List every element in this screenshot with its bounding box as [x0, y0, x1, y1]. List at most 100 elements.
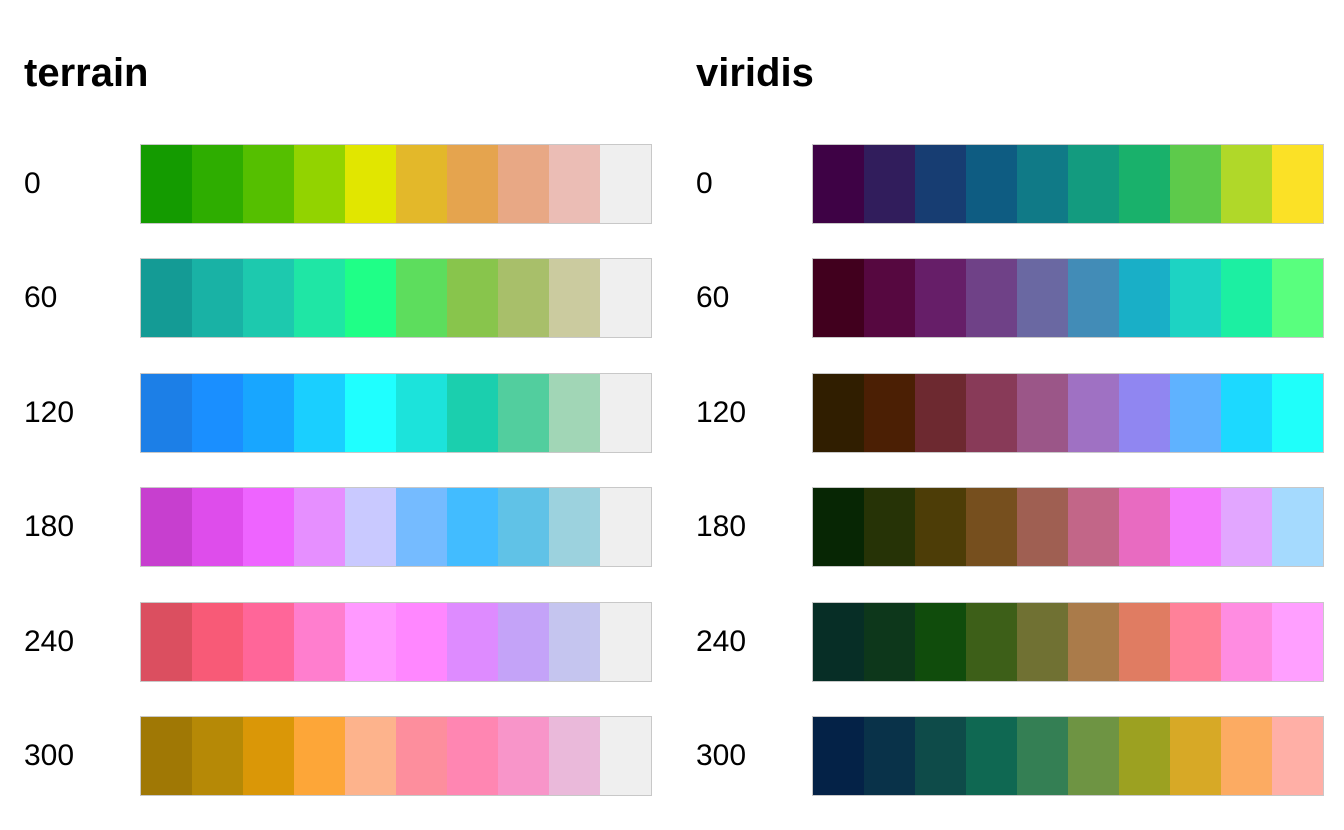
color-swatch	[243, 488, 294, 567]
color-swatch	[345, 717, 396, 795]
row-label: 120	[24, 395, 75, 429]
palette-strip	[812, 716, 1324, 796]
color-swatch	[1170, 488, 1221, 567]
color-swatch	[1068, 259, 1119, 338]
color-swatch	[294, 717, 345, 795]
color-swatch	[1170, 602, 1221, 681]
terrain-panel: terrain 0 60 120 180 240 300	[24, 51, 652, 796]
color-swatch	[1170, 717, 1221, 795]
color-swatch	[498, 488, 549, 567]
color-swatch	[966, 717, 1017, 795]
color-swatch	[1119, 373, 1170, 452]
color-swatch	[396, 488, 447, 567]
color-swatch	[915, 259, 966, 338]
color-swatch	[600, 488, 651, 567]
color-swatch	[1017, 145, 1068, 223]
color-swatch	[1068, 488, 1119, 567]
color-swatch	[141, 717, 192, 795]
color-swatch	[498, 145, 549, 223]
color-swatch	[915, 373, 966, 452]
palette-strip	[140, 487, 652, 568]
color-swatch	[864, 259, 915, 338]
color-swatch	[1068, 145, 1119, 223]
color-swatch	[549, 373, 600, 452]
color-swatch	[396, 602, 447, 681]
color-swatch	[864, 488, 915, 567]
palette-strip	[140, 716, 652, 796]
color-swatch	[192, 488, 243, 567]
palette-strip	[812, 258, 1324, 339]
color-swatch	[1119, 259, 1170, 338]
color-swatch	[294, 145, 345, 223]
color-swatch	[600, 145, 651, 223]
color-swatch	[141, 259, 192, 338]
color-swatch	[192, 717, 243, 795]
color-swatch	[1272, 602, 1323, 681]
color-swatch	[1272, 259, 1323, 338]
row-label: 240	[696, 624, 747, 658]
row-label: 300	[24, 739, 75, 772]
color-swatch	[915, 145, 966, 223]
color-swatch	[192, 145, 243, 223]
color-swatch	[600, 717, 651, 795]
color-swatch	[1221, 145, 1272, 223]
color-swatch	[1221, 602, 1272, 681]
color-swatch	[1119, 717, 1170, 795]
color-swatch	[600, 259, 651, 338]
color-swatch	[966, 373, 1017, 452]
row-label: 180	[24, 510, 75, 544]
color-swatch	[549, 488, 600, 567]
color-swatch	[864, 373, 915, 452]
palette-strip	[812, 601, 1324, 682]
row-label: 300	[696, 739, 747, 772]
color-swatch	[345, 602, 396, 681]
color-swatch	[966, 259, 1017, 338]
palette-strip	[812, 487, 1324, 568]
color-swatch	[600, 602, 651, 681]
color-swatch	[966, 145, 1017, 223]
color-swatch	[549, 145, 600, 223]
color-swatch	[1119, 602, 1170, 681]
color-swatch	[813, 373, 864, 452]
color-swatch	[549, 717, 600, 795]
color-swatch	[141, 373, 192, 452]
color-swatch	[498, 717, 549, 795]
color-swatch	[1068, 373, 1119, 452]
panel-title: terrain	[24, 51, 149, 95]
row-label: 240	[24, 624, 75, 658]
color-swatch	[192, 373, 243, 452]
color-swatch	[813, 717, 864, 795]
color-swatch	[243, 145, 294, 223]
color-swatch	[447, 602, 498, 681]
color-swatch	[864, 602, 915, 681]
row-label: 180	[696, 510, 747, 544]
color-swatch	[864, 145, 915, 223]
palette-strip	[812, 372, 1324, 453]
color-swatch	[1119, 145, 1170, 223]
color-swatch	[1272, 488, 1323, 567]
color-swatch	[813, 488, 864, 567]
palette-strip	[140, 372, 652, 453]
color-swatch	[192, 259, 243, 338]
color-swatch	[396, 373, 447, 452]
color-swatch	[1170, 373, 1221, 452]
color-swatch	[1017, 373, 1068, 452]
color-swatch	[294, 488, 345, 567]
row-label: 60	[24, 281, 58, 315]
color-swatch	[447, 373, 498, 452]
color-swatch	[1017, 717, 1068, 795]
color-swatch	[447, 717, 498, 795]
color-swatch	[396, 145, 447, 223]
viridis-panel: viridis 0 60 120 180 240 300	[672, 0, 1344, 830]
color-swatch	[1017, 259, 1068, 338]
color-swatch	[345, 488, 396, 567]
color-swatch	[864, 717, 915, 795]
color-swatch	[1221, 259, 1272, 338]
color-swatch	[1272, 145, 1323, 223]
color-swatch	[915, 602, 966, 681]
color-swatch	[813, 259, 864, 338]
color-swatch	[345, 259, 396, 338]
color-swatch	[498, 259, 549, 338]
color-swatch	[1068, 602, 1119, 681]
row-label: 0	[696, 167, 713, 200]
